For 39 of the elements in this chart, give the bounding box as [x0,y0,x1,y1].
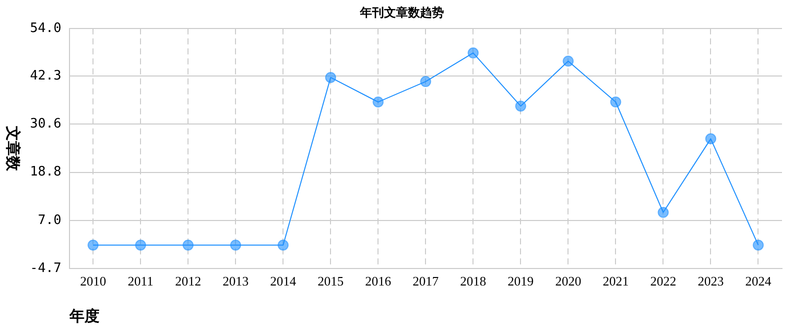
x-tick-label: 2023 [698,274,724,289]
y-axis-title: 文章数 [4,124,22,172]
point [135,240,146,251]
y-tick-label: -4.7 [30,260,62,276]
x-tick-label: 2021 [602,274,629,289]
x-tick-label: 2013 [222,274,249,289]
x-tick-label: 2016 [365,274,392,289]
point [278,240,289,251]
x-tick-label: 2018 [460,274,486,289]
point [658,206,669,218]
y-tick-label: 42.3 [30,68,62,84]
point [88,240,99,251]
point [372,96,384,108]
y-tick-label: 30.6 [30,116,62,132]
x-tick-label: 2017 [412,274,440,289]
point [182,240,194,251]
point [420,76,432,88]
x-tick-label: 2011 [128,274,154,289]
y-tick-label: 54.0 [30,20,62,36]
x-tick-label: 2015 [318,274,344,289]
x-tick-label: 2020 [555,274,582,289]
point [752,240,764,251]
point [230,240,242,251]
y-tick-label: 18.8 [30,164,62,180]
point [705,133,716,144]
x-tick-label: 2012 [175,274,202,289]
x-tick-label: 2024 [745,274,772,289]
x-axis-title: 年度 [68,306,100,325]
x-tick-label: 2019 [508,274,534,289]
point [468,47,479,58]
x-tick-label: 2010 [80,274,106,289]
point [515,100,526,112]
point [562,56,574,67]
chart-title: 年刊文章数趋势 [359,5,444,20]
point [325,72,336,83]
y-tick-label: 7.0 [38,212,62,228]
x-tick-label: 2014 [270,274,297,289]
x-tick-label: 2022 [650,274,676,289]
point [610,96,622,108]
